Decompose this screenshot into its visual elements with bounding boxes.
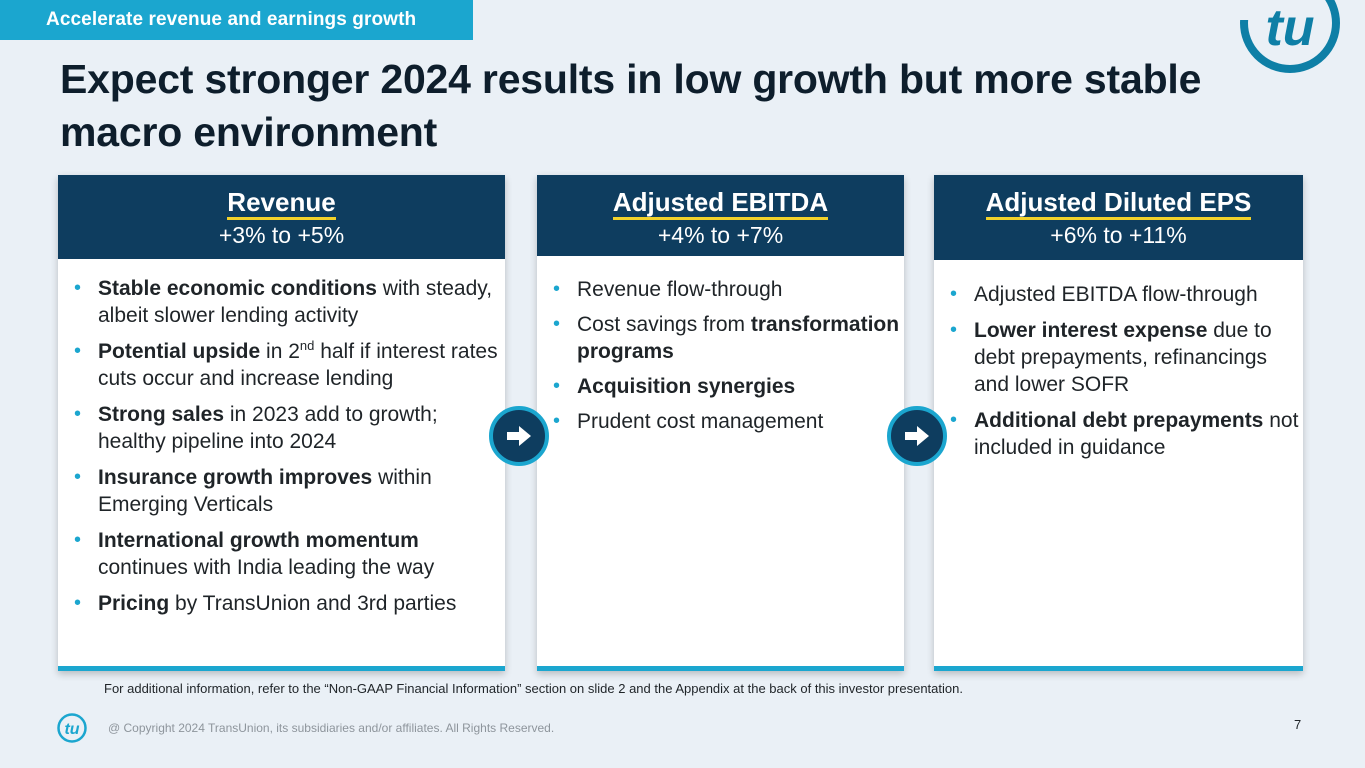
list-item: International growth momentum continues … [58, 527, 505, 581]
page-number: 7 [1294, 717, 1302, 732]
list-item: Revenue flow-through [537, 276, 904, 303]
copyright-text: @ Copyright 2024 TransUnion, its subsidi… [108, 721, 555, 735]
arrow-connector-1 [489, 406, 549, 466]
revenue-card-header: Revenue +3% to +5% [58, 175, 505, 259]
revenue-card: Revenue +3% to +5% Stable economic condi… [58, 175, 505, 671]
arrow-right-icon [905, 426, 929, 446]
ebitda-bullet-list: Revenue flow-through Cost savings from t… [537, 256, 904, 435]
revenue-card-range: +3% to +5% [218, 222, 345, 248]
list-item: Insurance growth improves within Emergin… [58, 464, 505, 518]
arrow-connector-2 [887, 406, 947, 466]
svg-text:tu: tu [64, 721, 79, 738]
section-tag: Accelerate revenue and earnings growth [0, 0, 473, 40]
list-item: Prudent cost management [537, 408, 904, 435]
tu-logo-icon: tu [1234, 0, 1340, 73]
list-item: Lower interest expense due to debt prepa… [934, 317, 1303, 398]
tu-logo-icon: tu [57, 713, 87, 743]
list-item: Additional debt prepayments not included… [934, 407, 1303, 461]
arrow-right-icon [507, 426, 531, 446]
list-item: Strong sales in 2023 add to growth; heal… [58, 401, 505, 455]
page-title: Expect stronger 2024 results in low grow… [60, 56, 1202, 155]
list-item: Adjusted EBITDA flow-through [934, 281, 1303, 308]
ebitda-card-title: Adjusted EBITDA [612, 187, 829, 220]
list-item: Stable economic conditions with steady, … [58, 275, 505, 329]
eps-card-title: Adjusted Diluted EPS [985, 187, 1252, 220]
revenue-card-title: Revenue [227, 187, 336, 220]
revenue-bullet-list: Stable economic conditions with steady, … [58, 259, 505, 617]
svg-text:tu: tu [1265, 0, 1314, 57]
ebitda-card-header: Adjusted EBITDA +4% to +7% [537, 175, 904, 256]
eps-card: Adjusted Diluted EPS +6% to +11% Adjuste… [934, 175, 1303, 671]
ebitda-card: Adjusted EBITDA +4% to +7% Revenue flow-… [537, 175, 904, 671]
list-item: Pricing by TransUnion and 3rd parties [58, 590, 505, 617]
eps-card-range: +6% to +11% [1050, 222, 1187, 248]
list-item: Cost savings from transformation program… [537, 311, 904, 365]
ebitda-card-range: +4% to +7% [657, 222, 784, 248]
footnote: For additional information, refer to the… [104, 681, 963, 696]
list-item: Acquisition synergies [537, 373, 904, 400]
eps-card-header: Adjusted Diluted EPS +6% to +11% [934, 175, 1303, 260]
eps-bullet-list: Adjusted EBITDA flow-through Lower inter… [934, 260, 1303, 461]
list-item: Potential upside in 2nd half if interest… [58, 338, 505, 392]
